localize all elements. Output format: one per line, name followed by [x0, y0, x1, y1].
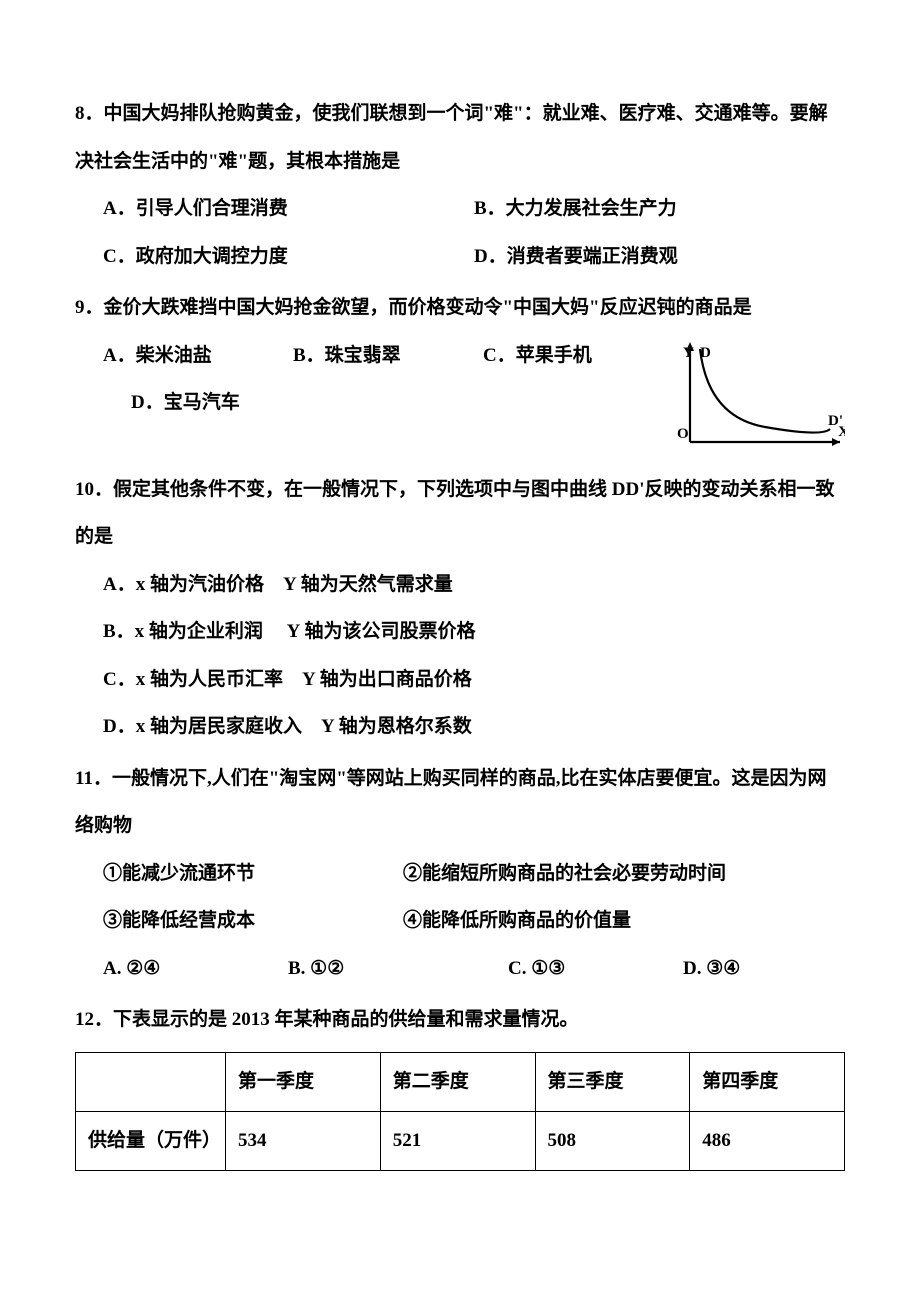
- question-11: 11．一般情况下,人们在"淘宝网"等网站上购买同样的商品,比在实体店要便宜。这是…: [75, 755, 845, 993]
- q11-subopts: ①能减少流通环节 ②能缩短所购商品的社会必要劳动时间 ③能降低经营成本 ④能降低…: [75, 850, 845, 945]
- demand-curve-chart: Y D D' O X: [670, 337, 845, 462]
- th-blank: [76, 1052, 226, 1111]
- cell-q3: 508: [535, 1111, 690, 1170]
- q11-option-a: A. ②④: [103, 945, 288, 993]
- q10-option-a: A．x 轴为汽油价格 Y 轴为天然气需求量: [75, 561, 845, 609]
- question-9: 9．金价大跌难挡中国大妈抢金欲望，而价格变动令"中国大妈"反应迟钝的商品是 Y …: [75, 284, 845, 462]
- th-q3: 第三季度: [535, 1052, 690, 1111]
- q11-sub2: ②能缩短所购商品的社会必要劳动时间: [403, 850, 726, 898]
- q9-options-row1: A．柴米油盐 B．珠宝翡翠 C．苹果手机: [75, 332, 660, 380]
- q10-option-d: D．x 轴为居民家庭收入 Y 轴为恩格尔系数: [75, 703, 845, 751]
- q11-sub3: ③能降低经营成本: [103, 897, 403, 945]
- curve-label-d: D: [700, 335, 711, 373]
- q8-options-row2: C．政府加大调控力度 D．消费者要端正消费观: [75, 233, 845, 281]
- q11-sub1: ①能减少流通环节: [103, 850, 403, 898]
- th-q1: 第一季度: [226, 1052, 381, 1111]
- q9-stem: 9．金价大跌难挡中国大妈抢金欲望，而价格变动令"中国大妈"反应迟钝的商品是: [75, 284, 845, 332]
- supply-table: 第一季度 第二季度 第三季度 第四季度 供给量（万件） 534 521 508 …: [75, 1052, 845, 1171]
- q10-option-c: C．x 轴为人民币汇率 Y 轴为出口商品价格: [75, 656, 845, 704]
- q8-option-c: C．政府加大调控力度: [103, 233, 474, 281]
- cell-q2: 521: [380, 1111, 535, 1170]
- q8-options-row1: A．引导人们合理消费 B．大力发展社会生产力: [75, 185, 845, 233]
- origin-label: O: [677, 416, 689, 454]
- question-8: 8．中国大妈排队抢购黄金，使我们联想到一个词"难"：就业难、医疗难、交通难等。要…: [75, 90, 845, 280]
- q8-option-a: A．引导人们合理消费: [103, 185, 474, 233]
- q11-option-b: B. ①②: [288, 945, 508, 993]
- table-header-row: 第一季度 第二季度 第三季度 第四季度: [76, 1052, 845, 1111]
- q11-stem: 11．一般情况下,人们在"淘宝网"等网站上购买同样的商品,比在实体店要便宜。这是…: [75, 755, 845, 850]
- table-row: 供给量（万件） 534 521 508 486: [76, 1111, 845, 1170]
- cell-q1: 534: [226, 1111, 381, 1170]
- q11-sub4: ④能降低所购商品的价值量: [403, 897, 631, 945]
- q9-option-a: A．柴米油盐: [103, 332, 293, 380]
- q8-stem: 8．中国大妈排队抢购黄金，使我们联想到一个词"难"：就业难、医疗难、交通难等。要…: [75, 90, 845, 185]
- axis-label-y: Y: [683, 335, 694, 373]
- q9-option-b: B．珠宝翡翠: [293, 332, 483, 380]
- question-12: 12．下表显示的是 2013 年某种商品的供给量和需求量情况。 第一季度 第二季…: [75, 996, 845, 1171]
- q12-stem: 12．下表显示的是 2013 年某种商品的供给量和需求量情况。: [75, 996, 845, 1044]
- question-10: 10．假定其他条件不变，在一般情况下，下列选项中与图中曲线 DD'反映的变动关系…: [75, 466, 845, 751]
- q11-option-d: D. ③④: [683, 945, 740, 993]
- axis-label-x: X: [838, 414, 845, 452]
- chart-svg: [670, 337, 845, 462]
- q11-choices: A. ②④ B. ①② C. ①③ D. ③④: [75, 945, 845, 993]
- th-q2: 第二季度: [380, 1052, 535, 1111]
- q11-option-c: C. ①③: [508, 945, 683, 993]
- q8-option-b: B．大力发展社会生产力: [474, 185, 845, 233]
- q9-option-c: C．苹果手机: [483, 332, 592, 380]
- th-q4: 第四季度: [690, 1052, 845, 1111]
- q10-stem: 10．假定其他条件不变，在一般情况下，下列选项中与图中曲线 DD'反映的变动关系…: [75, 466, 845, 561]
- q10-option-b: B．x 轴为企业利润 Y 轴为该公司股票价格: [75, 608, 845, 656]
- cell-q4: 486: [690, 1111, 845, 1170]
- row-label: 供给量（万件）: [76, 1111, 226, 1170]
- curve-path: [700, 349, 830, 433]
- q8-option-d: D．消费者要端正消费观: [474, 233, 845, 281]
